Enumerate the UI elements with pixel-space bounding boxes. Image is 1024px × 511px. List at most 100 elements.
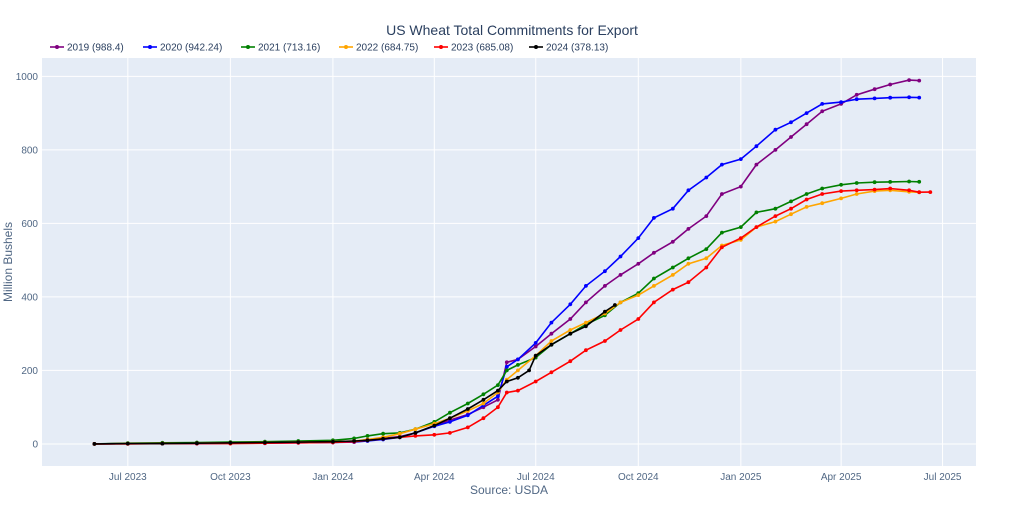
- data-point: [686, 227, 691, 231]
- legend-label: 2021 (713.16): [258, 43, 320, 54]
- y-tick-label: 400: [21, 292, 38, 303]
- data-point: [704, 265, 709, 270]
- data-point: [872, 96, 877, 101]
- x-tick-label: Apr 2025: [821, 472, 862, 483]
- data-point: [820, 186, 825, 191]
- legend-item[interactable]: 2022 (684.75): [339, 43, 418, 54]
- data-point: [917, 95, 922, 100]
- data-point: [413, 431, 418, 435]
- data-point: [789, 135, 793, 139]
- data-point: [839, 189, 843, 194]
- legend-label: 2019 (988.4): [67, 43, 124, 54]
- data-point: [854, 92, 859, 97]
- data-point: [754, 162, 759, 167]
- data-point: [652, 276, 656, 281]
- y-tick-label: 600: [21, 219, 38, 230]
- data-point: [365, 438, 370, 443]
- data-point: [773, 148, 778, 152]
- data-point: [465, 401, 470, 406]
- data-point: [789, 120, 793, 125]
- data-point: [533, 341, 538, 345]
- plot-area: [42, 58, 976, 466]
- legend-item[interactable]: 2024 (378.13): [529, 43, 608, 54]
- data-point: [670, 273, 675, 277]
- legend-item[interactable]: 2023 (685.08): [434, 43, 513, 54]
- data-point: [854, 97, 859, 102]
- data-point: [704, 247, 709, 252]
- data-point: [584, 320, 588, 325]
- data-point: [773, 127, 778, 132]
- data-point: [917, 179, 922, 184]
- data-point: [381, 431, 385, 436]
- legend-label: 2024 (378.13): [546, 43, 608, 54]
- data-point: [804, 122, 809, 127]
- legend[interactable]: 2019 (988.4) 2020 (942.24) 2021 (713.16) 20…: [50, 43, 608, 54]
- legend-label: 2022 (684.75): [356, 43, 418, 54]
- data-point: [704, 214, 709, 219]
- data-point: [670, 265, 675, 270]
- data-point: [618, 254, 623, 259]
- data-point: [481, 416, 486, 421]
- data-point: [789, 206, 793, 211]
- legend-marker: [148, 45, 152, 49]
- data-point: [804, 197, 809, 202]
- data-point: [618, 300, 623, 305]
- data-point: [839, 182, 843, 187]
- data-point: [496, 397, 500, 402]
- data-point: [686, 256, 691, 261]
- data-point: [839, 196, 843, 201]
- data-point: [917, 190, 922, 195]
- data-point: [448, 431, 452, 435]
- data-point: [496, 405, 500, 410]
- data-point: [331, 439, 335, 444]
- data-point: [888, 180, 893, 184]
- data-point: [820, 102, 825, 106]
- y-tick-label: 0: [32, 439, 38, 450]
- data-point: [636, 293, 641, 297]
- data-point: [720, 230, 724, 235]
- data-point: [549, 331, 554, 336]
- data-point: [263, 440, 267, 445]
- data-point: [413, 434, 418, 438]
- data-point: [413, 427, 418, 432]
- data-point: [465, 413, 470, 418]
- data-point: [549, 342, 554, 347]
- legend-item[interactable]: 2020 (942.24): [143, 43, 222, 54]
- data-point: [527, 368, 531, 373]
- data-point: [872, 180, 877, 185]
- y-axis-label: Million Bushels: [1, 222, 15, 302]
- data-point: [652, 250, 656, 255]
- data-point: [381, 436, 385, 441]
- data-point: [448, 420, 452, 424]
- data-point: [504, 360, 509, 365]
- y-tick-label: 800: [21, 145, 38, 156]
- data-point: [533, 344, 538, 349]
- data-point: [773, 214, 778, 219]
- data-point: [481, 392, 486, 397]
- data-point: [738, 157, 743, 162]
- data-point: [704, 175, 709, 180]
- data-point: [160, 441, 165, 446]
- data-point: [125, 441, 130, 446]
- data-point: [738, 225, 743, 230]
- data-point: [888, 95, 893, 100]
- data-point: [549, 370, 554, 375]
- tick-labels: Jul 2023 Oct 2023 Jan 2024 Apr 2024 Jul 2024…: [16, 72, 962, 483]
- data-point: [670, 206, 675, 211]
- legend-item[interactable]: 2021 (713.16): [241, 43, 320, 54]
- x-tick-label: Jul 2023: [109, 472, 147, 483]
- data-point: [618, 273, 623, 277]
- data-point: [432, 432, 437, 437]
- data-point: [888, 82, 893, 87]
- data-point: [516, 357, 520, 362]
- data-point: [228, 440, 233, 445]
- data-point: [603, 269, 607, 274]
- data-point: [907, 78, 911, 82]
- data-point: [773, 206, 778, 211]
- data-point: [584, 300, 588, 305]
- legend-marker: [55, 45, 59, 49]
- legend-item[interactable]: 2019 (988.4): [50, 43, 124, 54]
- data-point: [804, 192, 809, 196]
- data-point: [854, 181, 859, 185]
- data-point: [465, 425, 470, 430]
